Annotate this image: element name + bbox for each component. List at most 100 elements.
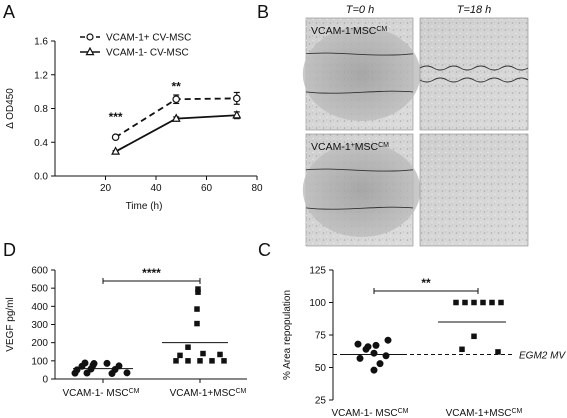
c-point-circle — [364, 343, 372, 351]
micro-scratch-shade — [302, 142, 421, 238]
c-point-circle — [384, 336, 392, 344]
a-legend-label: VCAM-1+ CV-MSC — [106, 33, 191, 44]
c-y-axis-label: % Area repopulation — [282, 290, 293, 380]
d-point-square — [197, 358, 203, 364]
panel-letter-c: C — [258, 240, 271, 260]
micro-wound-edge — [305, 52, 414, 56]
d-point-square — [209, 358, 215, 364]
d-y-tick-label: 100 — [31, 356, 48, 367]
d-y-tick-label: 200 — [31, 338, 48, 349]
a-point-triangle — [232, 110, 242, 119]
micro-col-title: T=0 h — [346, 4, 374, 16]
d-point-square — [177, 352, 183, 359]
a-x-axis-label: Time (h) — [126, 201, 163, 212]
a-point-circle — [111, 133, 120, 141]
c-point-circle — [354, 340, 362, 348]
d-point-square — [173, 358, 179, 364]
a-legend-marker-circle — [86, 33, 94, 41]
a-point-triangle — [111, 146, 121, 155]
c-point-square — [462, 299, 468, 306]
a-x-tick-label: 40 — [150, 183, 162, 194]
a-x-tick-label: 60 — [201, 183, 213, 194]
d-point-square — [194, 320, 200, 327]
c-x-tick-label: VCAM-1+MSCCM — [446, 408, 523, 418]
d-point-square — [195, 286, 201, 292]
a-point-triangle — [171, 113, 181, 122]
a-y-tick-label: 1.2 — [34, 70, 48, 81]
d-significance-label: **** — [142, 266, 161, 280]
c-point-square — [471, 333, 477, 340]
a-y-tick-label: 0.0 — [34, 172, 48, 183]
d-x-tick-label: VCAM-1- MSCCM — [62, 388, 139, 400]
d-point-square — [194, 306, 200, 312]
panel-letter-d: D — [3, 240, 16, 260]
d-y-tick-label: 600 — [31, 266, 48, 277]
d-point-circle — [123, 369, 131, 377]
c-y-tick-label: 50 — [315, 363, 327, 374]
panel-letter-b: B — [257, 2, 269, 22]
c-point-square — [495, 349, 501, 355]
micro-wound-edge — [305, 168, 414, 172]
d-point-circle — [78, 362, 86, 370]
c-y-tick-label: 100 — [309, 298, 326, 309]
d-point-square — [200, 350, 206, 357]
micro-texture — [420, 134, 528, 246]
c-point-circle — [370, 349, 378, 357]
micro-texture — [420, 18, 528, 130]
panel-letter-a: A — [3, 2, 15, 22]
a-legend-marker-triangle — [85, 46, 95, 56]
d-point-circle — [103, 359, 111, 367]
a-y-tick-label: 0.4 — [34, 138, 48, 149]
a-legend-label: VCAM-1- CV-MSC — [106, 48, 189, 59]
c-point-circle — [356, 354, 364, 362]
a-y-axis-label: Δ OD450 — [5, 88, 16, 129]
d-point-square — [217, 351, 223, 358]
d-point-circle — [108, 370, 116, 378]
d-point-circle — [71, 369, 79, 377]
c-x-tick-label: VCAM-1- MSCCM — [331, 408, 408, 418]
a-point-circle — [233, 94, 241, 103]
a-y-tick-label: 1.6 — [34, 37, 48, 48]
a-y-tick-label: 0.8 — [34, 104, 48, 115]
micro-wound-edge — [419, 65, 529, 71]
d-x-tick-label: VCAM-1+MSCCM — [170, 388, 247, 400]
a-x-tick-label: 20 — [100, 183, 112, 194]
micro-wound-edge — [419, 77, 529, 83]
micro-scratch-shade — [302, 26, 421, 122]
micro-row-label: VCAM-1-MSCCM — [311, 25, 387, 37]
d-y-tick-label: 400 — [31, 302, 48, 313]
a-significance-label: *** — [109, 110, 123, 124]
d-y-tick-label: 300 — [31, 320, 48, 331]
micro-wound-edge — [305, 206, 414, 210]
d-y-tick-label: 0 — [42, 375, 48, 386]
c-point-circle — [382, 352, 390, 360]
d-point-square — [185, 358, 191, 364]
c-point-square — [453, 299, 459, 306]
a-point-circle — [172, 95, 181, 104]
c-point-circle — [372, 341, 380, 349]
d-point-square — [195, 289, 201, 295]
micro-col-title: T=18 h — [457, 4, 492, 16]
c-y-tick-label: 75 — [315, 331, 327, 342]
c-significance-label: ** — [421, 276, 431, 290]
d-y-tick-label: 500 — [31, 284, 48, 295]
a-significance-label: ** — [172, 80, 182, 94]
c-point-square — [471, 299, 477, 306]
c-point-square — [459, 346, 465, 353]
c-reference-label: EGM2 MV — [519, 351, 566, 362]
micro-row-label: VCAM-1+MSCCM — [311, 141, 389, 153]
c-point-square — [498, 299, 504, 306]
c-point-circle — [370, 366, 378, 374]
d-point-circle — [83, 369, 91, 377]
d-point-square — [185, 344, 191, 350]
d-point-square — [221, 358, 227, 364]
c-point-circle — [376, 360, 384, 368]
a-x-tick-label: 80 — [251, 183, 263, 194]
d-y-axis-label: VEGF pg/ml — [5, 297, 16, 351]
c-y-tick-label: 125 — [309, 266, 326, 277]
micro-wound-edge — [305, 90, 414, 94]
c-point-square — [489, 299, 495, 306]
c-y-tick-label: 25 — [315, 396, 327, 407]
c-point-square — [480, 299, 486, 306]
